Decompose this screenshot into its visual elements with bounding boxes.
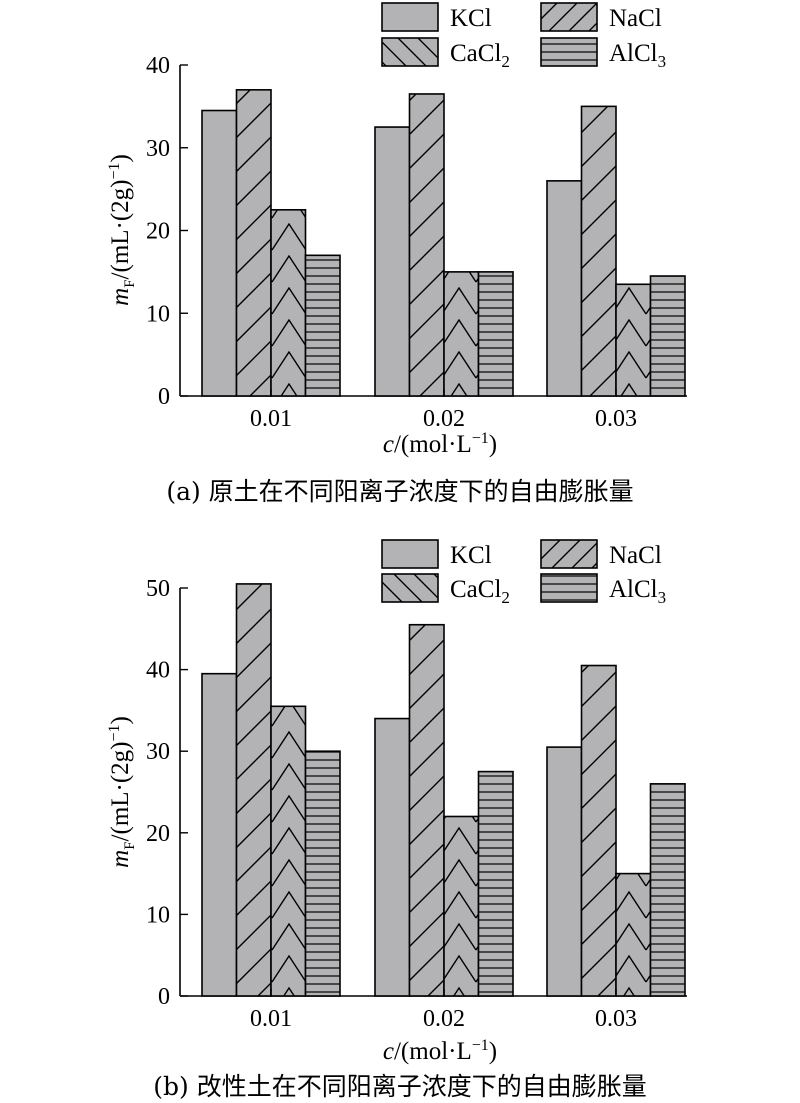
legend-swatch-alcl3 (540, 37, 598, 67)
x-tick-label: 0.02 (423, 1006, 465, 1032)
legend-swatch-kcl (381, 539, 439, 569)
bar-cacl2-0.03 (615, 872, 652, 997)
y-axis-title: mF/(mL·(2g)−1) (106, 716, 138, 868)
bar-nacl-0.01 (235, 89, 272, 397)
bar-nacl-0.02 (408, 93, 445, 397)
legend-swatch-nacl (540, 2, 598, 32)
x-axis-title: c/(mol·L−1) (383, 430, 497, 458)
bar-cacl2-0.02 (443, 815, 480, 997)
legend-swatch-alcl3 (540, 573, 598, 603)
x-tick-label: 0.01 (250, 1006, 292, 1032)
y-axis-title: mF/(mL·(2g)−1) (106, 154, 138, 306)
bar-nacl-0.02 (408, 623, 445, 997)
y-tick-label: 30 (146, 136, 170, 162)
legend-label-cacl2: CaCl2 (450, 40, 510, 71)
bar-alcl3-0.02 (477, 271, 514, 397)
x-axis-title: c/(mol·L−1) (383, 1037, 497, 1065)
bar-alcl3-0.03 (649, 783, 686, 997)
x-tick-label: 0.03 (595, 406, 637, 432)
y-tick-label: 0 (158, 984, 170, 1010)
y-tick-label: 20 (146, 219, 170, 245)
x-tick-label: 0.03 (595, 1006, 637, 1032)
bar-cacl2-0.03 (615, 283, 652, 397)
chart-b-svg: 0 10 20 30 40 50 0.01 0.02 0.03 c/(mol·L−1) mF/(mL… (106, 539, 687, 1065)
y-tick-label: 10 (146, 902, 170, 928)
chart-panel-a: 0 10 20 30 40 0.01 0.02 0.03 c/(mol·L−1) mF/(mL·(… (0, 0, 800, 540)
bar-kcl-0.02 (374, 126, 411, 397)
chart-panel-b: 0 10 20 30 40 50 0.01 0.02 0.03 c/(mol·L−1) mF/(mL… (0, 539, 800, 1103)
bar-alcl3-0.02 (477, 770, 514, 997)
legend-label-alcl3: AlCl3 (609, 576, 666, 607)
legend-label-kcl: KCl (450, 5, 492, 32)
legend-label-kcl: KCl (450, 542, 492, 569)
bar-cacl2-0.01 (270, 209, 307, 397)
legend-label-alcl3: AlCl3 (609, 40, 666, 71)
chart-b-caption: (b) 改性土在不同阳离子浓度下的自由膨胀量 (153, 1072, 647, 1101)
bar-kcl-0.02 (374, 717, 411, 997)
legend-label-nacl: NaCl (609, 5, 662, 32)
legend-swatch-nacl (540, 539, 598, 569)
bar-kcl-0.03 (546, 180, 583, 397)
legend-swatch-cacl2 (381, 573, 439, 603)
bar-kcl-0.01 (201, 672, 238, 997)
bar-nacl-0.01 (235, 583, 272, 997)
y-tick-label: 10 (146, 301, 170, 327)
y-tick-label: 40 (146, 53, 170, 79)
bar-alcl3-0.03 (649, 275, 686, 397)
chart-a-caption: (a) 原土在不同阳离子浓度下的自由膨胀量 (166, 477, 634, 506)
bar-nacl-0.03 (580, 664, 617, 997)
bar-alcl3-0.01 (304, 750, 341, 997)
y-tick-label: 0 (158, 384, 170, 410)
bar-nacl-0.03 (580, 105, 617, 397)
y-tick-label: 40 (146, 658, 170, 684)
bar-kcl-0.03 (546, 746, 583, 997)
legend-label-nacl: NaCl (609, 542, 662, 569)
legend-swatch-kcl (381, 2, 439, 32)
y-tick-label: 20 (146, 821, 170, 847)
y-tick-label: 30 (146, 739, 170, 765)
x-tick-label: 0.02 (423, 406, 465, 432)
bar-kcl-0.01 (201, 109, 238, 397)
bar-cacl2-0.02 (443, 271, 480, 397)
legend-swatch-cacl2 (381, 37, 439, 67)
bar-cacl2-0.01 (270, 705, 307, 997)
y-tick-label: 50 (146, 576, 170, 602)
chart-a-svg: 0 10 20 30 40 0.01 0.02 0.03 c/(mol·L−1) mF/(mL·(… (106, 2, 687, 458)
legend-label-cacl2: CaCl2 (450, 576, 510, 607)
bar-alcl3-0.01 (304, 254, 341, 397)
x-tick-label: 0.01 (250, 406, 292, 432)
